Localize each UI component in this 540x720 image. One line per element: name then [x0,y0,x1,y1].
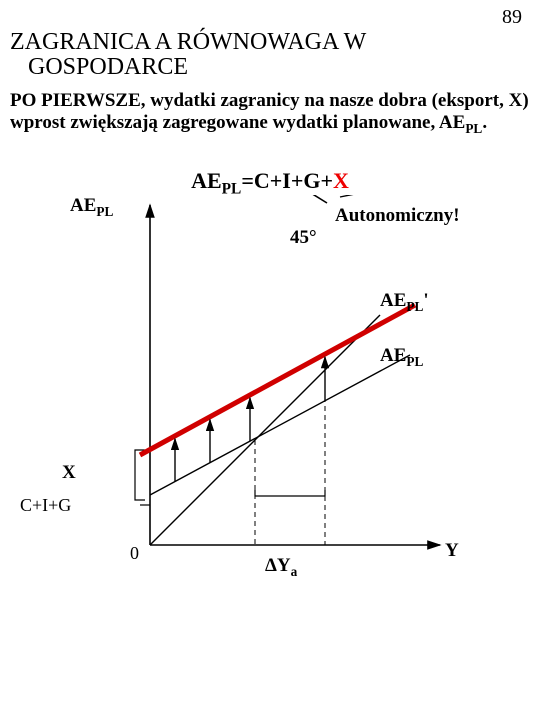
aepl-pre: AE [380,345,406,366]
label-autonom: Autonomiczny! [335,205,460,227]
page-number: 89 [502,6,522,29]
equation: AEPL=C+I+G+X [0,168,540,198]
intro-sub: PL [465,121,482,136]
label-aepl: AEPL [380,345,423,370]
label-ae-axis: AEPL [70,195,113,220]
ae-axis-sub: PL [96,204,113,219]
eq-lhs-pre: AE [191,168,222,193]
intro-paragraph: PO PIERWSZE, wydatki zagranicy na nasze … [10,90,530,136]
label-X: X [62,462,76,484]
intro-text: PO PIERWSZE, wydatki zagranicy na nasze … [10,90,529,133]
chart-svg [80,195,480,595]
aeplp-suf: ' [423,290,428,311]
title-line1: ZAGRANICA A RÓWNOWAGA W [10,29,366,55]
label-dya: ΔYa [265,555,297,580]
dya-pre: ΔY [265,555,291,576]
intro-tail: . [482,112,487,133]
dya-sub: a [291,564,298,579]
aeplp-sub: PL [406,299,423,314]
chart-area: AEPL Autonomiczny! 45° AEPL' AEPL X C+I+… [80,195,480,595]
label-zero: 0 [130,543,139,564]
eq-x: X [333,168,349,193]
title-line2: GOSPODARCE [28,54,188,80]
label-cig: C+I+G [20,495,71,516]
label-Y: Y [445,540,459,562]
aeplp-pre: AE [380,290,406,311]
page-title: ZAGRANICA A RÓWNOWAGA W GOSPODARCE [10,30,366,80]
aepl-sub: PL [406,354,423,369]
eq-mid: =C+I+G+ [241,168,333,193]
ae-axis-pre: AE [70,195,96,216]
label-aepl-prime: AEPL' [380,290,429,315]
label-45deg: 45° [290,227,317,249]
